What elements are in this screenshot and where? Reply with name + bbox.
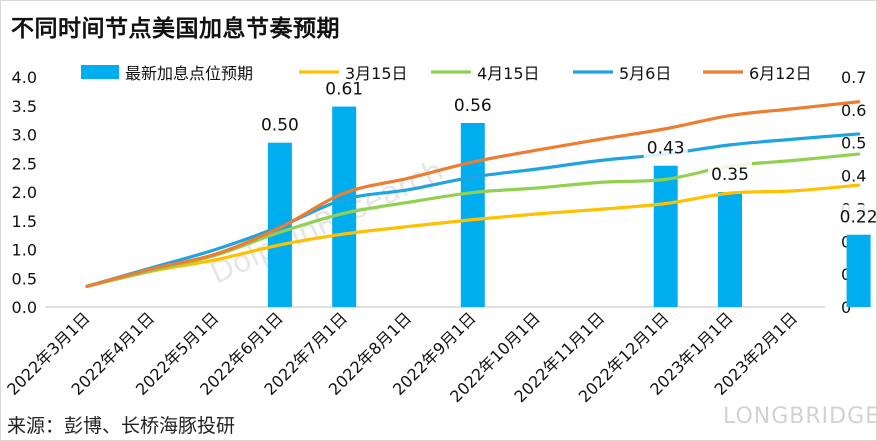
bar <box>332 106 357 307</box>
chart-title: 不同时间节点美国加息节奏预期 <box>11 16 340 42</box>
data-label: 0.56 <box>454 96 492 116</box>
left-tick-label: 2.0 <box>12 183 37 202</box>
right-tick-label: 0.4 <box>841 167 866 186</box>
series-line <box>85 132 861 288</box>
data-label: 0.50 <box>261 116 299 136</box>
source-note: 来源：彭博、长桥海豚投研 <box>7 415 236 437</box>
left-tick-label: 1.5 <box>12 212 37 231</box>
bar <box>653 165 678 307</box>
legend-label: 3月15日 <box>345 64 408 83</box>
series-line <box>85 100 861 288</box>
left-tick-label: 3.5 <box>12 97 37 116</box>
legend-label: 5月6日 <box>619 64 671 83</box>
data-label: 0.61 <box>325 80 363 100</box>
data-label-bg <box>257 112 302 135</box>
bar <box>718 192 742 307</box>
left-tick-label: 0.0 <box>12 298 37 317</box>
data-label: 0.22 <box>840 208 876 228</box>
legend-label: 6月12日 <box>749 64 812 83</box>
bar <box>460 123 485 307</box>
right-tick-label: 0.7 <box>841 68 866 87</box>
data-label-bg <box>322 76 367 99</box>
left-tick-label: 2.5 <box>12 154 37 173</box>
left-tick-label: 4.0 <box>12 68 37 87</box>
data-label-bg <box>643 135 688 158</box>
watermark-center: DolphinResearch <box>205 153 449 292</box>
data-label: 0.35 <box>711 165 749 185</box>
data-label-bg <box>450 93 495 115</box>
left-tick-label: 1.0 <box>12 241 37 260</box>
data-label-bg <box>836 204 876 227</box>
right-tick-label: 0.5 <box>841 134 866 153</box>
data-label-bg <box>708 162 752 184</box>
legend-label: 最新加息点位预期 <box>125 64 253 83</box>
series-line <box>85 183 861 288</box>
legend-label: 4月15日 <box>477 64 540 83</box>
data-label: 0.43 <box>647 139 685 159</box>
bar <box>846 234 871 307</box>
legend-swatch <box>81 65 119 79</box>
right-tick-label: 0 <box>841 298 851 317</box>
left-tick-label: 0.5 <box>12 269 37 288</box>
watermark-text: LONGBRIDGE <box>723 404 877 429</box>
left-tick-label: 3.0 <box>12 126 37 145</box>
right-tick-label: 0.6 <box>841 101 866 120</box>
